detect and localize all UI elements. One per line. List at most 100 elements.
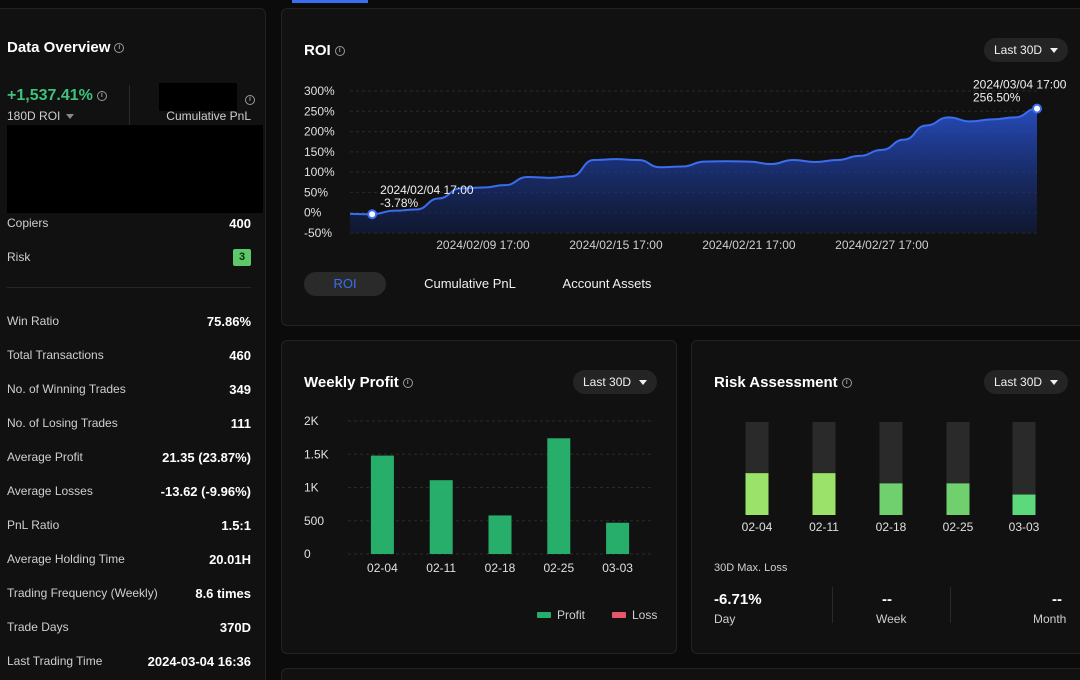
stat-label: Total Transactions [7,348,104,362]
stat-value: -13.62 (-9.96%) [160,483,251,499]
y-tick-label: 1.5K [304,447,329,461]
data-overview-title-text: Data Overview [7,39,111,56]
stat-value: 20.01H [209,551,251,567]
legend-label: Profit [557,608,586,622]
risk-assessment-title: Risk Assessment i [714,374,852,391]
roi-start-marker [367,209,378,220]
y-tick-label: -50% [304,226,332,240]
legend-label: Loss [632,608,658,622]
weekly-profit-chart[interactable]: 2K 1.5K 1K 500 0 02-04 02-11 02-18 02-25 03-03 [282,409,662,589]
weekly-range-dropdown[interactable]: Last 30D [573,370,658,394]
stat-value: 1.5:1 [221,517,251,533]
x-tick-label: 2024/02/09 17:00 [436,238,530,252]
stat-row-losing-trades: No. of Losing Trades 111 [7,413,251,433]
weekly-profit-panel: Weekly Profit i Last 30D 2K 1.5K 1K 500 0 02-0… [281,340,677,654]
redacted-chart-block [7,125,263,213]
stat-row-pnl-ratio: PnL Ratio 1.5:1 [7,515,251,535]
risk-bar [879,483,903,515]
stat-label: No. of Winning Trades [7,382,126,396]
x-tick-label: 02-18 [485,561,516,575]
y-tick-label: 200% [304,125,335,139]
stat-value: 370D [219,619,251,635]
stat-row-last-trading-time: Last Trading Time 2024-03-04 16:36 [7,651,251,671]
tab-cumulative-pnl[interactable]: Cumulative PnL [424,276,516,291]
y-tick-label: 250% [304,104,335,118]
risk-assessment-title-text: Risk Assessment [714,374,838,391]
stat-row-average-losses: Average Losses -13.62 (-9.96%) [7,481,251,501]
info-icon[interactable]: i [245,94,255,105]
x-tick-label: 02-18 [876,520,907,534]
risk-assessment-panel: Risk Assessment i Last 30D 02-04 02-11 02-1… [691,340,1080,654]
roi-end-date: 2024/03/04 17:00 [973,78,1067,92]
y-tick-label: 50% [304,185,328,199]
info-icon[interactable]: i [841,378,852,389]
tab-roi[interactable]: ROI [304,272,386,296]
x-tick-label: 02-04 [367,561,398,575]
x-tick-label: 03-03 [1009,520,1040,534]
y-tick-label: 1K [304,481,319,495]
max-loss-label: 30D Max. Loss [714,562,788,574]
chevron-down-icon [1050,48,1059,53]
roi-chart[interactable]: 300% 250% 200% 150% 100% 50% 0% -50% 2024/02/09 … [282,71,1072,321]
risk-assessment-chart: 02-04 02-11 02-18 02-25 03-03 [742,422,1040,534]
stat-row-trade-days: Trade Days 370D [7,617,251,637]
info-icon[interactable]: i [114,43,125,54]
stat-row-average-profit: Average Profit 21.35 (23.87%) [7,447,251,467]
stat-label: Copiers [7,216,49,230]
stat-value: 400 [229,215,251,231]
info-icon[interactable]: i [334,46,345,57]
max-loss-month-label: Month [1033,612,1067,626]
stat-value: 111 [230,415,251,431]
divider [129,85,130,125]
legend-profit: Profit [537,608,585,622]
divider [7,287,251,288]
stat-label: Average Losses [7,484,93,498]
roi-end-value: 256.50% [973,91,1021,105]
x-tick-label: 02-25 [543,561,574,575]
roi-180d-value-text: +1,537.41% [7,87,93,104]
roi-line [349,107,1038,216]
y-tick-label: 500 [304,514,324,528]
max-loss-day-label: Day [714,612,736,626]
profit-bar [547,438,571,554]
stat-row-win-ratio: Win Ratio 75.86% [7,311,251,331]
risk-range-dropdown[interactable]: Last 30D [984,370,1069,394]
cumulative-pnl-label: Cumulative PnL [166,109,251,123]
stat-label: Average Profit [7,450,83,464]
x-tick-label: 2024/02/15 17:00 [569,238,663,252]
roi-start-value: -3.78% [380,196,418,210]
y-tick-label: 100% [304,165,335,179]
stat-label: Trade Days [7,620,69,634]
weekly-profit-title-text: Weekly Profit [304,374,399,391]
stat-value: 21.35 (23.87%) [162,449,251,465]
data-overview-title: Data Overview i [7,39,125,56]
risk-bar [812,473,836,515]
profit-bar [606,522,630,554]
chevron-down-icon [1050,380,1059,385]
info-icon[interactable]: i [402,378,413,389]
info-icon[interactable]: i [96,90,107,101]
stat-value: 8.6 times [195,585,251,601]
roi-area [350,108,1037,233]
y-tick-label: 300% [304,84,335,98]
chevron-down-icon [639,380,648,385]
max-loss-month-value: -- [1052,591,1062,608]
y-tick-label: 150% [304,145,335,159]
tab-account-assets[interactable]: Account Assets [562,276,652,291]
roi-period-selector[interactable]: 180D ROI [7,109,75,123]
stat-row-winning-trades: No. of Winning Trades 349 [7,379,251,399]
x-tick-label: 02-11 [809,520,839,534]
stat-row-total-transactions: Total Transactions 460 [7,345,251,365]
legend-swatch-loss [612,612,626,618]
redacted-block [159,83,237,111]
stat-value: 349 [229,381,251,397]
x-tick-label: 02-04 [742,520,773,534]
roi-panel: ROI i Last 30D 300% 250% 200% 150% 100% 50% 0% -… [281,8,1080,326]
x-tick-label: 03-03 [602,561,633,575]
roi-range-dropdown[interactable]: Last 30D [984,38,1069,62]
stat-label: Last Trading Time [7,654,103,668]
stat-value: 75.86% [206,313,251,329]
active-tab-indicator [292,0,368,3]
stat-row-copiers: Copiers 400 [7,213,251,233]
bottom-panel-edge [281,668,1080,680]
